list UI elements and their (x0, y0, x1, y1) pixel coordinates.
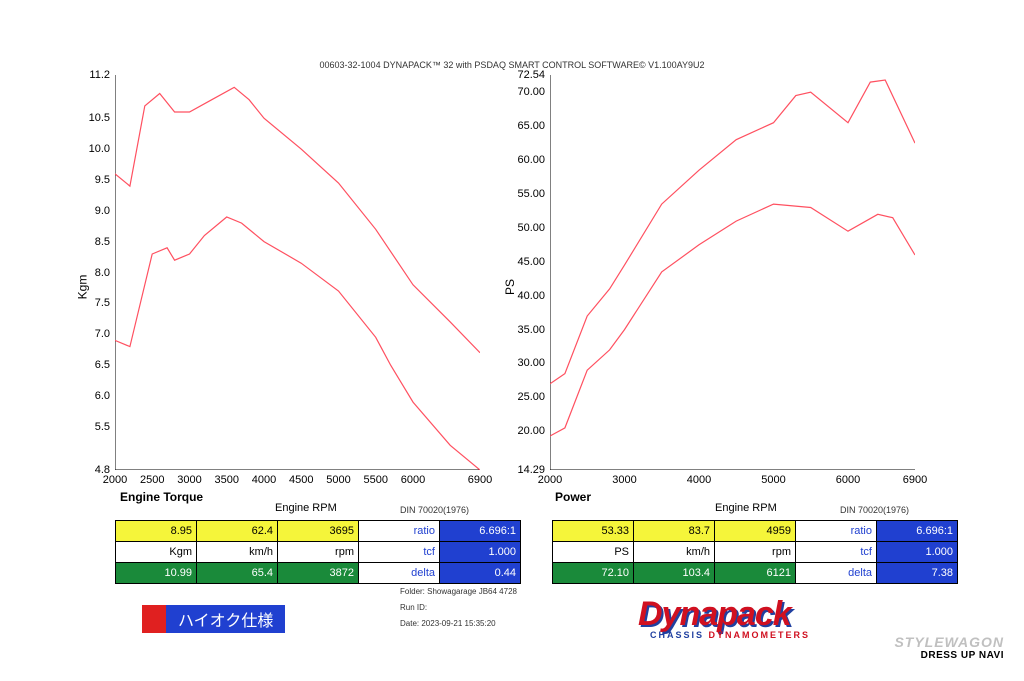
cell: 3695 (278, 521, 359, 542)
cell: 6121 (715, 563, 796, 584)
unit: km/h (197, 542, 278, 563)
date-line: Date: 2023-09-21 15:35:20 (400, 617, 517, 631)
torque-data-table: 8.95 62.4 3695 ratio 6.696:1 Kgm km/h rp… (115, 520, 521, 584)
unit: km/h (634, 542, 715, 563)
watermark-dress: DRESS UP NAVI (894, 650, 1004, 661)
hi-octane-badge: ハイオク仕様 (142, 605, 285, 633)
cell: 65.4 (197, 563, 278, 584)
torque-y-label: Kgm (75, 275, 89, 300)
software-header: 00603-32-1004 DYNAPACK™ 32 with PSDAQ SM… (0, 60, 1024, 70)
delta-value: 7.38 (877, 563, 958, 584)
ratio-label: ratio (359, 521, 440, 542)
logo-main: Dynapack (638, 595, 810, 634)
power-x-label: Engine RPM (715, 502, 777, 514)
watermark-style: STYLEWAGON (894, 634, 1004, 650)
cell: 10.99 (116, 563, 197, 584)
cell: 4959 (715, 521, 796, 542)
power-plot (550, 75, 915, 470)
cell: 53.33 (553, 521, 634, 542)
cell: 103.4 (634, 563, 715, 584)
badge-text: ハイオク仕様 (166, 605, 285, 633)
run-metadata: Folder: Showagarage JB64 4728 Run ID: Da… (400, 585, 517, 633)
torque-chart: 4.85.56.06.57.07.58.08.59.09.510.010.511… (115, 75, 480, 470)
torque-x-label: Engine RPM (275, 502, 337, 514)
cell: 72.10 (553, 563, 634, 584)
delta-label: delta (796, 563, 877, 584)
ratio-value: 6.696:1 (877, 521, 958, 542)
ratio-label: ratio (796, 521, 877, 542)
ratio-value: 6.696:1 (440, 521, 521, 542)
logo-sub: CHASSIS DYNAMOMETERS (650, 630, 810, 640)
delta-value: 0.44 (440, 563, 521, 584)
folder-line: Folder: Showagarage JB64 4728 (400, 585, 517, 599)
cell: 3872 (278, 563, 359, 584)
tcf-value: 1.000 (440, 542, 521, 563)
tcf-label: tcf (796, 542, 877, 563)
cell: 62.4 (197, 521, 278, 542)
power-data-table: 53.33 83.7 4959 ratio 6.696:1 PS km/h rp… (552, 520, 958, 584)
power-title: Power (555, 490, 591, 504)
unit: Kgm (116, 542, 197, 563)
power-y-label: PS (503, 279, 517, 295)
tcf-value: 1.000 (877, 542, 958, 563)
torque-plot (115, 75, 480, 470)
cell: 83.7 (634, 521, 715, 542)
dynapack-logo: Dynapack CHASSIS DYNAMOMETERS (638, 595, 810, 640)
torque-title: Engine Torque (120, 490, 203, 504)
power-chart: 14.2920.0025.0030.0035.0040.0045.0050.00… (550, 75, 915, 470)
cell: 8.95 (116, 521, 197, 542)
watermark: STYLEWAGON DRESS UP NAVI (894, 634, 1004, 661)
din-left: DIN 70020(1976) (400, 505, 469, 515)
delta-label: delta (359, 563, 440, 584)
badge-red-block (142, 605, 166, 633)
tcf-label: tcf (359, 542, 440, 563)
runid-line: Run ID: (400, 601, 517, 615)
din-right: DIN 70020(1976) (840, 505, 909, 515)
unit: rpm (715, 542, 796, 563)
unit: PS (553, 542, 634, 563)
unit: rpm (278, 542, 359, 563)
